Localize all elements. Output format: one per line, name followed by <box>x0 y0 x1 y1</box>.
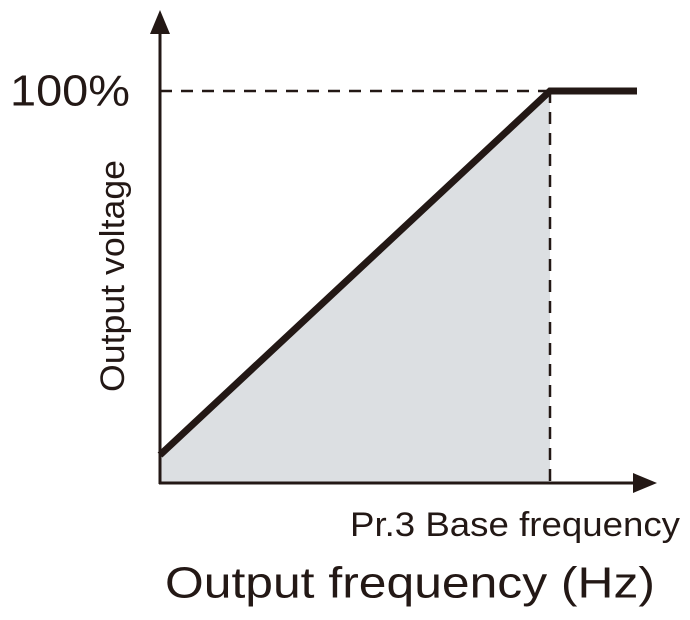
shaded-area <box>160 91 550 483</box>
x-axis-label: Output frequency (Hz) <box>165 559 655 608</box>
base-frequency-label: Pr.3 Base frequency <box>350 506 680 544</box>
vf-curve <box>157 87 637 458</box>
max-voltage-label: 100% <box>10 67 130 116</box>
x-arrow <box>633 473 657 493</box>
y-arrow <box>150 10 170 34</box>
y-axis-label: Output voltage <box>94 160 132 392</box>
